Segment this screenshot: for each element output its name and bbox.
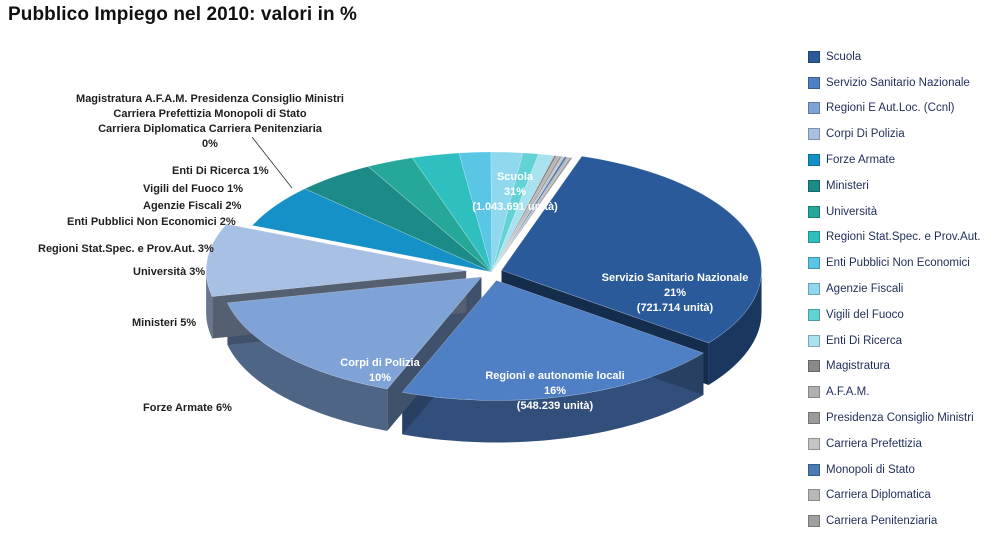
legend-item: Regioni E Aut.Loc. (Ccnl): [808, 96, 994, 122]
legend-item: A.F.A.M.: [808, 379, 994, 405]
legend-swatch: [808, 412, 820, 425]
label-enti-ricerca: Enti Di Ricerca 1%: [172, 165, 269, 177]
slice-side: [206, 270, 213, 339]
legend-swatch: [808, 102, 820, 115]
legend-item: Scuola: [808, 44, 994, 70]
legend-label: Regioni E Aut.Loc. (Ccnl): [826, 102, 955, 115]
pie-slice-corpi-di-polizia: [205, 223, 467, 297]
legend-item: Magistratura: [808, 354, 994, 380]
legend-swatch: [808, 386, 820, 399]
pie-slice-scuola: [501, 155, 762, 344]
slice-side: [402, 353, 704, 443]
legend-item: Presidenza Consiglio Ministri: [808, 405, 994, 431]
legend-label: Enti Di Ricerca: [826, 334, 903, 347]
pie-slice-regioni-e-aut-loc-ccnl: [227, 276, 483, 390]
legend-item: Enti Pubblici Non Economici: [808, 250, 994, 276]
legend-label: Università: [826, 205, 878, 218]
label-small-group: Magistratura A.F.A.M. Presidenza Consigl…: [76, 93, 344, 150]
pie-slice-monopoli-di-stato: [491, 156, 568, 273]
label-scuola: Scuola 31% (1.043.691 unità): [472, 171, 558, 213]
legend-item: Agenzie Fiscali: [808, 276, 994, 302]
legend-label: Carriera Diplomatica: [826, 489, 931, 502]
pie-slice-enti-di-ricerca: [491, 153, 555, 273]
legend-item: Università: [808, 199, 994, 225]
legend-swatch: [808, 257, 820, 270]
chart-title: Pubblico Impiego nel 2010: valori in %: [8, 4, 358, 25]
legend-label: Scuola: [826, 50, 862, 63]
legend-label: Presidenza Consiglio Ministri: [826, 412, 974, 425]
legend-swatch: [808, 463, 820, 476]
legend-swatch: [808, 360, 820, 373]
legend-label: Monopoli di Stato: [826, 463, 915, 476]
chart-legend: Scuola Servizio Sanitario Nazionale Region…: [808, 44, 994, 534]
label-regioni: Regioni e autonomie locali 16% (548.239 …: [485, 370, 625, 412]
pie-slice-forze-armate: [251, 188, 493, 273]
legend-label: Agenzie Fiscali: [826, 283, 904, 296]
pie-slice-agenzie-fiscali: [490, 151, 524, 273]
legend-item: Servizio Sanitario Nazionale: [808, 70, 994, 96]
leader-lines: [251, 136, 293, 189]
legend-label: Servizio Sanitario Nazionale: [826, 76, 970, 89]
legend-swatch: [808, 437, 820, 450]
label-vigili: Vigili del Fuoco 1%: [143, 183, 244, 195]
pie-slice-carriera-prefettizia: [491, 156, 566, 273]
label-ssn: Servizio Sanitario Nazionale 21% (721.71…: [601, 272, 749, 314]
label-enti-pubblici: Enti Pubblici Non Economici 2%: [67, 216, 236, 228]
legend-swatch: [808, 308, 820, 321]
pie-slice-carriera-diplomatica: [491, 156, 571, 273]
legend-item: Forze Armate: [808, 147, 994, 173]
legend-swatch: [808, 76, 820, 89]
legend-label: Regioni Stat.Spec. e Prov.Aut.: [826, 231, 981, 244]
legend-swatch: [808, 50, 820, 63]
pie-slice-a-f-a-m: [491, 155, 560, 273]
pie-slice-ministeri: [304, 166, 493, 273]
legend-swatch: [808, 283, 820, 296]
legend-swatch: [808, 334, 820, 347]
legend-label: Enti Pubblici Non Economici: [826, 257, 970, 270]
legend-item: Enti Di Ricerca: [808, 328, 994, 354]
legend-swatch: [808, 515, 820, 528]
legend-label: Magistratura: [826, 360, 890, 373]
slice-side: [708, 270, 762, 385]
legend-swatch: [808, 205, 820, 218]
legend-swatch: [808, 231, 820, 244]
legend-item: Carriera Prefettizia: [808, 431, 994, 457]
label-regioni-stat: Regioni Stat.Spec. e Prov.Aut. 3%: [38, 243, 214, 255]
pie-chart: [205, 136, 762, 443]
slice-side: [227, 302, 388, 431]
pie-slice-universit: [367, 157, 493, 273]
pie-slice-magistratura: [491, 155, 558, 273]
legend-label: A.F.A.M.: [826, 386, 870, 399]
legend-label: Corpi Di Polizia: [826, 128, 905, 141]
legend-swatch: [808, 179, 820, 192]
legend-swatch: [808, 154, 820, 167]
legend-item: Carriera Penitenziaria: [808, 508, 994, 534]
leader-line: [251, 136, 293, 189]
pie-slice-servizio-sanitario-nazionale: [401, 280, 705, 401]
legend-item: Ministeri: [808, 173, 994, 199]
legend-swatch: [808, 128, 820, 141]
label-polizia: Corpi di Polizia 10%: [340, 357, 420, 384]
legend-item: Carriera Diplomatica: [808, 483, 994, 509]
pie-slice-enti-pubblici-non-economici: [458, 151, 493, 273]
pie-slice-carriera-penitenziaria: [491, 157, 573, 273]
pie-slice-presidenza-consiglio-ministri: [491, 155, 563, 273]
legend-label: Ministeri: [826, 179, 869, 192]
pie-slice-vigili-del-fuoco: [491, 152, 540, 273]
legend-item: Regioni Stat.Spec. e Prov.Aut.: [808, 225, 994, 251]
legend-label: Carriera Penitenziaria: [826, 515, 938, 528]
label-universita: Università 3%: [133, 266, 206, 278]
legend-item: Vigili del Fuoco: [808, 302, 994, 328]
legend-label: Forze Armate: [826, 154, 896, 167]
legend-swatch: [808, 489, 820, 502]
legend-item: Corpi Di Polizia: [808, 121, 994, 147]
pie-top-layer: [205, 151, 762, 401]
legend-label: Vigili del Fuoco: [826, 308, 904, 321]
label-ministeri: Ministeri 5%: [132, 317, 197, 329]
label-forze-armate: Forze Armate 6%: [143, 402, 232, 414]
legend-label: Carriera Prefettizia: [826, 437, 922, 450]
pie-slice-regioni-stat-spec-e-prov-aut: [411, 152, 493, 273]
label-agenzie: Agenzie Fiscali 2%: [143, 200, 242, 212]
legend-item: Monopoli di Stato: [808, 457, 994, 483]
